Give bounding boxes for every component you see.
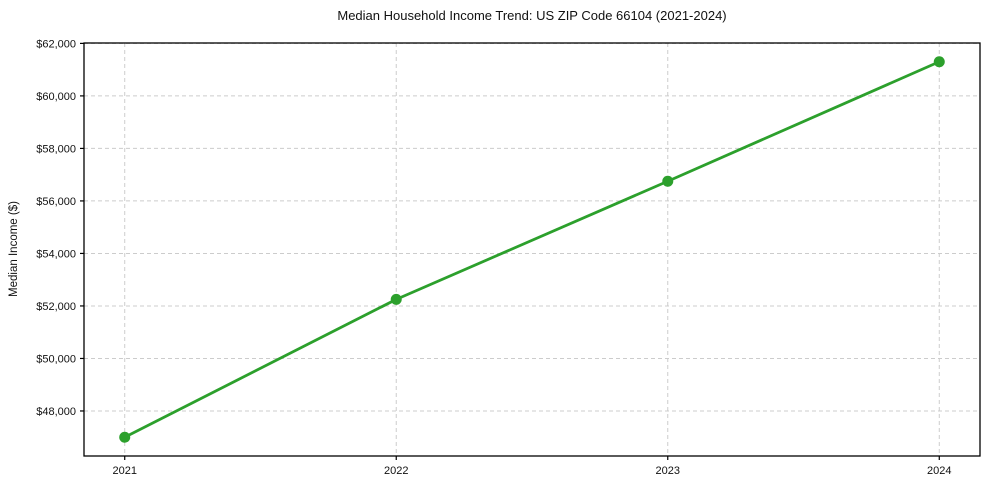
data-point-marker — [119, 431, 131, 443]
y-tick-label: $56,000 — [36, 196, 76, 208]
y-tick-label: $58,000 — [36, 143, 76, 155]
x-tick-label: 2023 — [656, 465, 680, 477]
x-tick-label: 2024 — [927, 465, 951, 477]
y-tick-label: $48,000 — [36, 406, 76, 418]
x-tick-label: 2022 — [384, 465, 408, 477]
data-point-marker — [933, 56, 945, 68]
y-tick-label: $50,000 — [36, 353, 76, 365]
plot-area — [84, 43, 980, 456]
plot-frame — [83, 42, 981, 457]
y-tick-label: $60,000 — [36, 91, 76, 103]
data-point-marker — [662, 175, 674, 187]
y-axis-label: Median Income ($) — [8, 201, 20, 297]
trend-line — [123, 60, 941, 439]
x-tick-label: 2021 — [112, 465, 136, 477]
y-tick-label: $54,000 — [36, 248, 76, 260]
y-tick-label: $62,000 — [36, 38, 76, 50]
data-point-marker — [390, 293, 402, 305]
y-tick-label: $52,000 — [36, 301, 76, 313]
chart-title: Median Household Income Trend: US ZIP Co… — [337, 8, 727, 23]
